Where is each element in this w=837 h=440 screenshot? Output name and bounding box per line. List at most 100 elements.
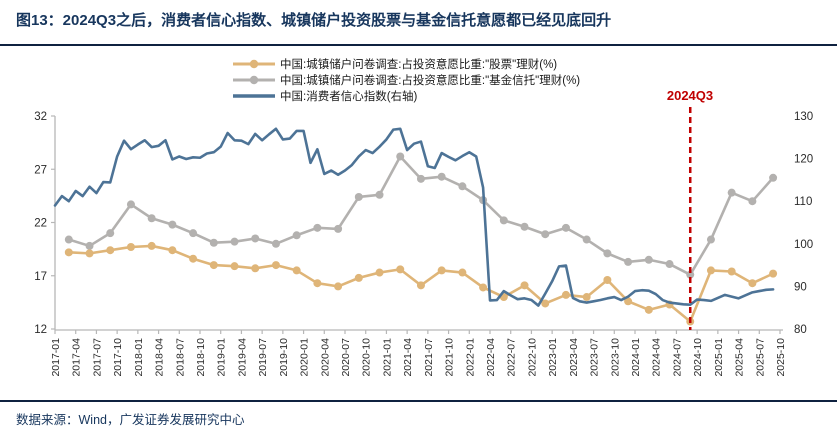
stocks-point <box>230 262 239 271</box>
x-axis-tick-label: 2017-04 <box>71 338 83 377</box>
x-axis-tick-label: 2017-10 <box>112 338 124 377</box>
stocks-point <box>375 268 384 277</box>
x-axis-tick-label: 2024-01 <box>630 338 642 377</box>
x-axis-tick-label: 2020-07 <box>340 338 352 377</box>
x-axis-tick-label: 2021-04 <box>402 338 414 377</box>
fund-trust-point <box>396 152 405 161</box>
fund-trust-point <box>769 173 778 182</box>
fund-trust-point <box>85 241 94 250</box>
fund-trust-point <box>416 174 425 183</box>
x-axis-tick-label: 2020-04 <box>319 338 331 377</box>
stocks-point <box>458 268 467 277</box>
fund-trust-point <box>251 234 260 243</box>
stocks-point <box>126 242 135 251</box>
y-axis-right-tick-label: 100 <box>794 239 813 251</box>
fund-trust-point <box>168 220 177 229</box>
x-axis-tick-label: 2018-04 <box>154 338 166 377</box>
fund-trust-point <box>748 197 757 206</box>
x-axis-tick-label: 2023-01 <box>547 338 559 377</box>
x-axis-tick-label: 2017-01 <box>50 338 62 377</box>
chart-legend: 中国:城镇储户问卷调查:占投资意愿比重:"股票"理财(%) 中国:城镇储户问卷调… <box>233 56 580 104</box>
stocks-point <box>147 241 156 250</box>
x-axis-tick-label: 2018-10 <box>195 338 207 377</box>
legend-item-stocks: 中国:城镇储户问卷调查:占投资意愿比重:"股票"理财(%) <box>233 56 580 72</box>
legend-item-cci: 中国:消费者信心指数(右轴) <box>233 88 580 104</box>
x-axis-tick-label: 2025-10 <box>775 338 787 377</box>
stocks-point <box>644 305 653 314</box>
stocks-point <box>396 265 405 274</box>
x-axis-tick-label: 2022-04 <box>485 338 497 377</box>
stocks-point <box>313 279 322 288</box>
fund-trust-point <box>520 222 529 231</box>
x-axis-tick-label: 2021-10 <box>444 338 456 377</box>
x-axis-tick-label: 2022-01 <box>464 338 476 377</box>
fund-trust-point <box>354 192 363 201</box>
fund-trust-point <box>292 231 301 240</box>
fund-trust-point <box>499 216 508 225</box>
source-text: 数据来源：Wind，广发证券发展研究中心 <box>16 413 245 427</box>
stocks-legend-marker <box>233 59 275 69</box>
stocks-point <box>85 249 94 258</box>
y-axis-right-tick-label: 120 <box>794 154 813 166</box>
x-axis-tick-label: 2024-07 <box>671 338 683 377</box>
fund-trust-point <box>189 229 198 238</box>
x-axis-tick-label: 2020-10 <box>361 338 373 377</box>
x-axis-tick-label: 2025-01 <box>713 338 725 377</box>
stocks-point <box>769 269 778 278</box>
x-axis-tick-label: 2024-10 <box>692 338 704 377</box>
cci-series-line <box>53 127 775 307</box>
y-axis-right-tick-label: 130 <box>794 111 813 123</box>
x-axis-tick-label: 2019-01 <box>216 338 228 377</box>
stocks-point <box>582 293 591 302</box>
fund-trust-point <box>727 188 736 197</box>
x-axis-tick-label: 2018-07 <box>174 338 186 377</box>
fund-trust-series-line <box>67 155 775 276</box>
fund-trust-point <box>706 235 715 244</box>
stocks-point <box>334 282 343 291</box>
stocks-point <box>416 281 425 290</box>
y-axis-right-tick-label: 90 <box>794 281 807 293</box>
fund-trust-point <box>209 238 218 247</box>
stocks-point <box>271 261 280 270</box>
footer-divider <box>0 400 837 402</box>
x-axis-tick-label: 2022-07 <box>506 338 518 377</box>
stocks-point <box>727 267 736 276</box>
fund-trust-point <box>106 229 115 238</box>
stocks-point <box>520 281 529 290</box>
fund-trust-point <box>458 182 467 191</box>
legend-item-fund-trust: 中国:城镇储户问卷调查:占投资意愿比重:"基金信托"理财(%) <box>233 72 580 88</box>
stocks-point <box>189 254 198 263</box>
stocks-point <box>251 264 260 273</box>
x-axis-tick-label: 2025-04 <box>734 338 746 377</box>
stocks-point <box>561 290 570 299</box>
fund-trust-point <box>126 200 135 209</box>
stocks-point <box>64 248 73 257</box>
fund-trust-point <box>686 270 695 279</box>
y-axis-left-tick-label: 17 <box>34 271 47 283</box>
stocks-point <box>748 279 757 288</box>
x-axis-tick-label: 2024-04 <box>651 338 663 377</box>
fund-trust-point <box>665 260 674 269</box>
fund-trust-point <box>624 257 633 266</box>
stocks-point <box>168 246 177 255</box>
fund-trust-point <box>541 230 550 239</box>
fund-trust-legend-marker <box>233 75 275 85</box>
x-axis-tick-label: 2021-07 <box>423 338 435 377</box>
fund-trust-point <box>313 223 322 232</box>
x-axis-tick-label: 2019-04 <box>236 338 248 377</box>
y-axis-right-tick-label: 110 <box>794 196 812 208</box>
stocks-point <box>603 276 612 285</box>
stocks-point <box>624 297 633 306</box>
x-axis-tick-label: 2017-07 <box>91 338 103 377</box>
x-axis-tick-label: 2025-07 <box>754 338 766 377</box>
fund-trust-point <box>437 172 446 181</box>
fund-trust-point <box>230 237 239 246</box>
fund-trust-point <box>147 214 156 223</box>
x-axis-tick-label: 2020-01 <box>299 338 311 377</box>
fund-trust-point <box>561 223 570 232</box>
annotation-2024q3-label: 2024Q3 <box>666 88 714 103</box>
x-axis-tick-label: 2022-10 <box>526 338 538 377</box>
figure-title: 图13：2024Q3之后，消费者信心指数、城镇储户投资股票与基金信托意愿都已经见… <box>16 12 612 29</box>
